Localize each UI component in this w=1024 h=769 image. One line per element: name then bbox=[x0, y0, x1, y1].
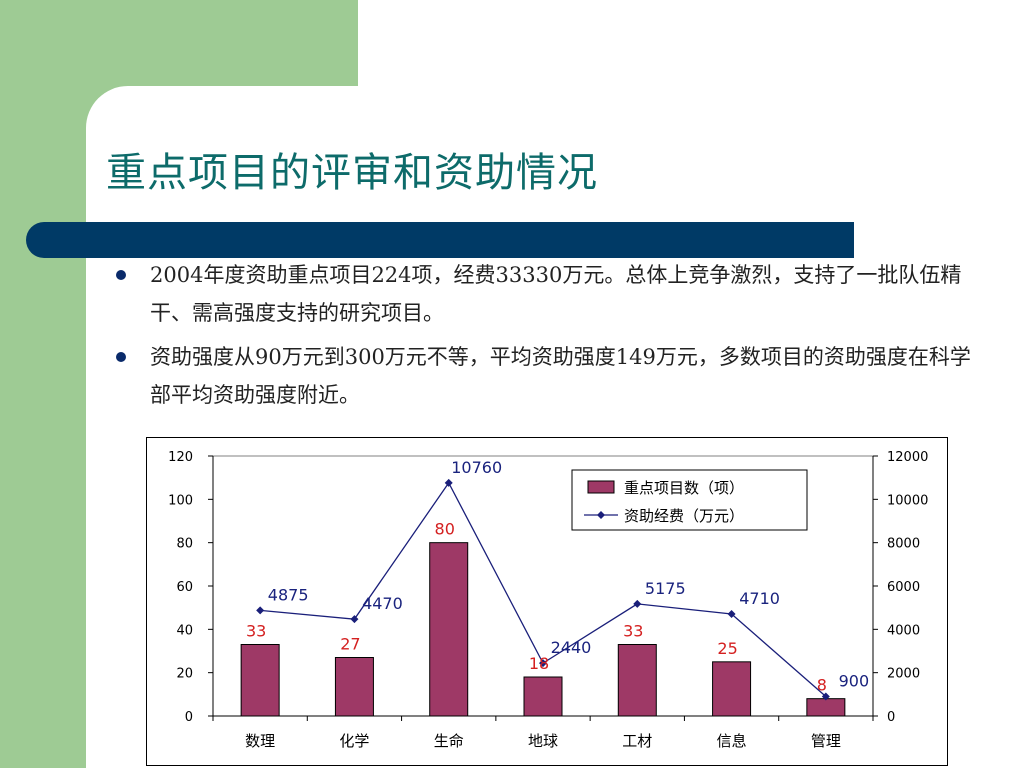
page-title: 重点项目的评审和资助情况 bbox=[106, 150, 598, 196]
left-axis-tick-label: 80 bbox=[176, 537, 193, 552]
line-point bbox=[727, 609, 736, 618]
legend-line-marker bbox=[597, 511, 605, 519]
line-point bbox=[350, 615, 359, 624]
left-axis-tick-label: 40 bbox=[176, 623, 193, 638]
x-axis-tick-label: 信息 bbox=[717, 732, 747, 750]
x-axis-tick-label: 生命 bbox=[434, 732, 464, 750]
bar-value-label: 33 bbox=[623, 622, 643, 641]
line-point bbox=[444, 478, 453, 487]
bar-value-label: 8 bbox=[817, 676, 827, 695]
bar-value-label: 80 bbox=[435, 520, 455, 539]
bar-value-label: 27 bbox=[340, 635, 360, 654]
data-labels: 33 27 80 18 33 25 8 4875 4470 10760 2440 5175 4710 90… bbox=[246, 458, 869, 695]
bar bbox=[806, 698, 846, 717]
legend: 重点项目数（项） 资助经费（万元） bbox=[571, 469, 808, 531]
bar-value-label: 18 bbox=[529, 654, 549, 673]
legend-label: 重点项目数（项） bbox=[624, 479, 744, 497]
bullet-item: 2004年度资助重点项目224项，经费33330万元。总体上竞争激烈，支持了一批… bbox=[110, 256, 990, 332]
legend-box bbox=[571, 469, 808, 531]
left-axis-tick-label: 120 bbox=[168, 450, 193, 465]
x-axis-tick-label: 数理 bbox=[245, 732, 275, 750]
bar bbox=[334, 657, 374, 717]
legend-label: 资助经费（万元） bbox=[624, 507, 744, 525]
combo-chart: 0 20 40 60 80 100 120 0 2000 4000 6000 8000 10000 120… bbox=[168, 450, 928, 750]
bar-value-label: 25 bbox=[717, 639, 737, 658]
chart-container: 0 20 40 60 80 100 120 0 2000 4000 6000 8000 10000 120… bbox=[146, 437, 948, 766]
right-axis-tick-label: 6000 bbox=[887, 580, 920, 595]
x-axis-tick-label: 地球 bbox=[528, 732, 558, 750]
bar bbox=[617, 644, 657, 717]
bar-value-label: 33 bbox=[246, 622, 266, 641]
bar bbox=[429, 542, 469, 717]
bar bbox=[240, 644, 280, 717]
right-axis-tick-label: 8000 bbox=[887, 537, 920, 552]
line-value-label: 2440 bbox=[551, 638, 592, 657]
bullet-text: 资助强度从90万元到300万元不等，平均资助强度149万元，多数项目的资助强度在… bbox=[150, 345, 971, 407]
axes: 0 20 40 60 80 100 120 0 2000 4000 6000 8000 10000 120… bbox=[168, 450, 928, 750]
x-axis-tick-label: 工材 bbox=[622, 732, 652, 750]
left-axis-tick-label: 0 bbox=[185, 710, 193, 725]
line-value-label: 4875 bbox=[268, 585, 309, 604]
bar bbox=[712, 661, 752, 717]
title-divider-bar bbox=[26, 222, 854, 258]
line-point bbox=[256, 606, 265, 615]
bullet-item: 资助强度从90万元到300万元不等，平均资助强度149万元，多数项目的资助强度在… bbox=[110, 338, 990, 414]
line-point bbox=[821, 692, 830, 701]
bullet-dot-icon bbox=[116, 270, 126, 280]
line-value-label: 4470 bbox=[362, 594, 403, 613]
left-axis-tick-label: 60 bbox=[176, 580, 193, 595]
legend-bar-swatch bbox=[587, 480, 615, 494]
left-axis-tick-label: 20 bbox=[176, 667, 193, 682]
bar-series bbox=[240, 542, 846, 717]
bar bbox=[523, 676, 563, 717]
bullet-list: 2004年度资助重点项目224项，经费33330万元。总体上竞争激烈，支持了一批… bbox=[110, 256, 990, 420]
bullet-dot-icon bbox=[116, 352, 126, 362]
right-axis-tick-label: 0 bbox=[887, 710, 895, 725]
x-axis-tick-label: 管理 bbox=[811, 732, 841, 750]
line-value-label: 900 bbox=[839, 672, 870, 691]
right-axis-tick-label: 4000 bbox=[887, 623, 920, 638]
bullet-text: 2004年度资助重点项目224项，经费33330万元。总体上竞争激烈，支持了一批… bbox=[150, 263, 962, 325]
right-axis-tick-label: 10000 bbox=[887, 493, 928, 508]
line-point bbox=[539, 659, 547, 668]
left-axis-tick-label: 100 bbox=[168, 493, 193, 508]
line-point bbox=[633, 599, 642, 608]
right-axis-tick-label: 2000 bbox=[887, 667, 920, 682]
right-axis-tick-label: 12000 bbox=[887, 450, 928, 465]
line-value-label: 10760 bbox=[451, 458, 502, 477]
line-value-label: 4710 bbox=[739, 589, 780, 608]
x-axis-tick-label: 化学 bbox=[339, 732, 369, 750]
line-value-label: 5175 bbox=[645, 579, 686, 598]
line-series bbox=[256, 478, 830, 701]
